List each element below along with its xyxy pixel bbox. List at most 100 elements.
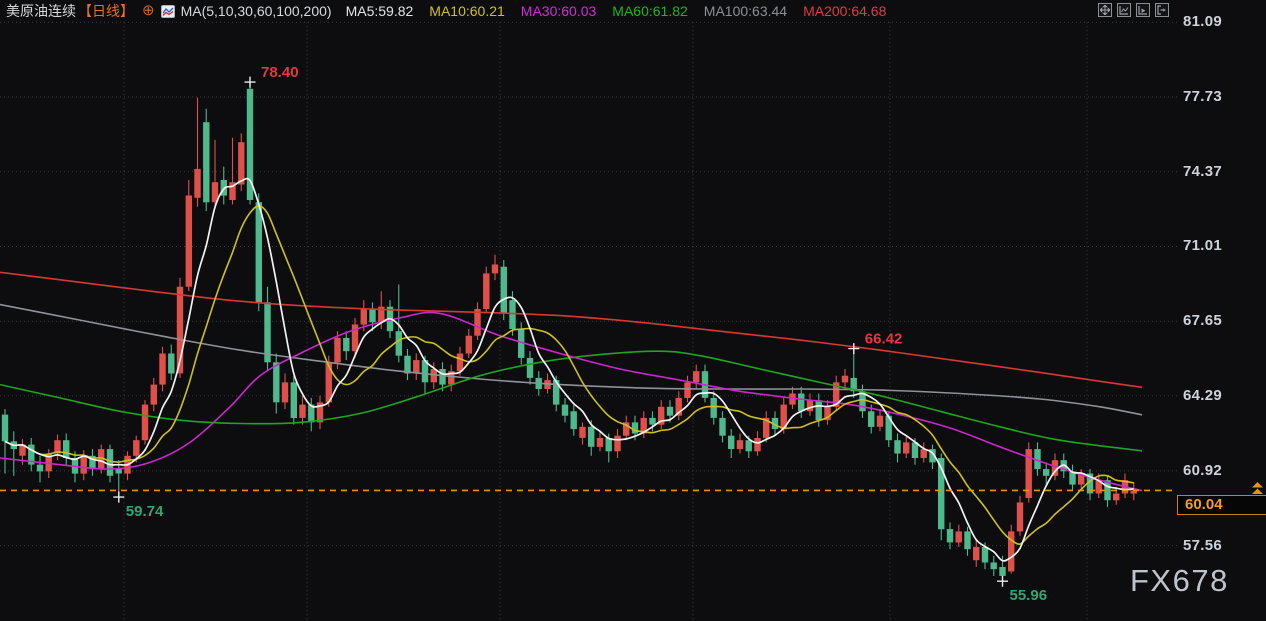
candle-body (964, 531, 971, 550)
candle-body (798, 393, 805, 412)
candle-body (719, 417, 726, 436)
candle-body (203, 122, 210, 203)
candle-body (579, 426, 586, 438)
candle-body (185, 195, 192, 287)
candle-body (255, 202, 262, 303)
mini-chart-icon[interactable] (160, 4, 175, 18)
candle-body (430, 369, 437, 383)
candle-body (806, 400, 814, 412)
candle-body (133, 440, 140, 456)
add-indicator-icon[interactable]: ⊕ (142, 2, 155, 19)
candle-body (404, 355, 411, 374)
price-annotation: 59.74 (126, 503, 164, 520)
candle-body (1069, 471, 1076, 485)
candle-body (456, 353, 464, 372)
candle-body (833, 382, 840, 407)
candle-body (666, 406, 674, 416)
price-annotation: 78.40 (261, 64, 299, 81)
candle-body (824, 406, 831, 421)
price-annotation: 66.42 (865, 331, 903, 348)
candle-body (421, 360, 429, 383)
candle-body (98, 449, 105, 470)
candle-body (448, 371, 455, 385)
candle-body (981, 546, 989, 563)
candle-body (168, 353, 175, 374)
candle-body (1051, 460, 1059, 476)
candle-body (334, 337, 341, 363)
ma-lines (0, 177, 1143, 562)
candle-body (1095, 480, 1102, 494)
candle-body (763, 417, 770, 438)
candle-body (1113, 493, 1120, 501)
period-tag: 【日线】 (78, 3, 134, 19)
candle-body (841, 375, 849, 383)
ma-line-MA60 (0, 350, 1143, 452)
candle-body (658, 406, 665, 425)
candle-body (378, 306, 385, 323)
candle-body (929, 449, 936, 463)
candle-body (553, 380, 560, 405)
annotations: 78.40 59.74 66.42 55.96 (113, 64, 1047, 604)
candle-body (325, 362, 332, 403)
candle-body (343, 337, 350, 352)
candle-body (649, 417, 656, 425)
ma-value-MA100: MA100:63.44 (703, 3, 788, 19)
candle-body (771, 417, 779, 429)
candle-body (1025, 449, 1032, 498)
ma-line-MA5 (4, 177, 1134, 562)
candle-body (19, 444, 26, 456)
candle-body (369, 309, 376, 323)
chart-play-panel-icon[interactable] (1136, 3, 1150, 17)
candle-body (675, 397, 682, 416)
candle-body (413, 360, 420, 374)
candle-body (710, 397, 717, 418)
candle-body (45, 453, 52, 472)
candle-body (89, 455, 96, 470)
candle-body (736, 440, 744, 450)
ma-values: MA5:59.82 MA10:60.21 MA30:60.03 MA60:61.82 M… (346, 0, 903, 22)
candle-body (351, 324, 359, 352)
candle-body (990, 562, 997, 570)
ma-line-MA200 (0, 271, 1143, 389)
candle-body (938, 458, 945, 530)
extreme-marker-cross (997, 575, 1008, 587)
export-icon[interactable] (1155, 3, 1169, 17)
ma-value-MA60: MA60:61.82 (612, 3, 688, 19)
candle-body (815, 400, 822, 421)
candle-body (876, 415, 884, 427)
candle-body (264, 302, 271, 363)
candle-body (946, 529, 954, 543)
candle-body (728, 435, 735, 449)
candle-body (141, 404, 149, 441)
candle-body (1, 414, 9, 442)
candle-body (894, 440, 901, 454)
candle-body (439, 369, 446, 385)
candle-body (596, 438, 604, 447)
ma-value-MA200: MA200:64.68 (803, 3, 887, 19)
pan-icon[interactable] (1098, 3, 1112, 17)
watermark: FX678 (1130, 563, 1229, 598)
candle-body (80, 455, 87, 474)
candle-body (115, 469, 122, 474)
candle-body (631, 422, 639, 434)
candle-body (955, 531, 962, 543)
candle-body (483, 273, 490, 309)
candle-body (605, 438, 612, 452)
candle-body (500, 266, 507, 314)
candle-body (693, 371, 700, 383)
candle-body (54, 440, 61, 454)
candle-body (780, 404, 787, 430)
candle-body (754, 438, 761, 452)
ma-value-MA10: MA10:60.21 (429, 3, 505, 19)
extreme-marker-cross (244, 76, 256, 88)
candle-body (290, 382, 297, 418)
chart-line-panel-icon[interactable] (1117, 3, 1131, 17)
chart-header: 美原油连续 【日线】 ⊕ MA(5,10,30,60,100,200) MA5:… (0, 0, 1266, 22)
candle-body (106, 449, 114, 476)
candle-body (588, 426, 595, 447)
candle-body (745, 440, 752, 452)
candle-body (640, 417, 647, 434)
candle-body (911, 442, 919, 458)
candle-body (920, 449, 927, 458)
